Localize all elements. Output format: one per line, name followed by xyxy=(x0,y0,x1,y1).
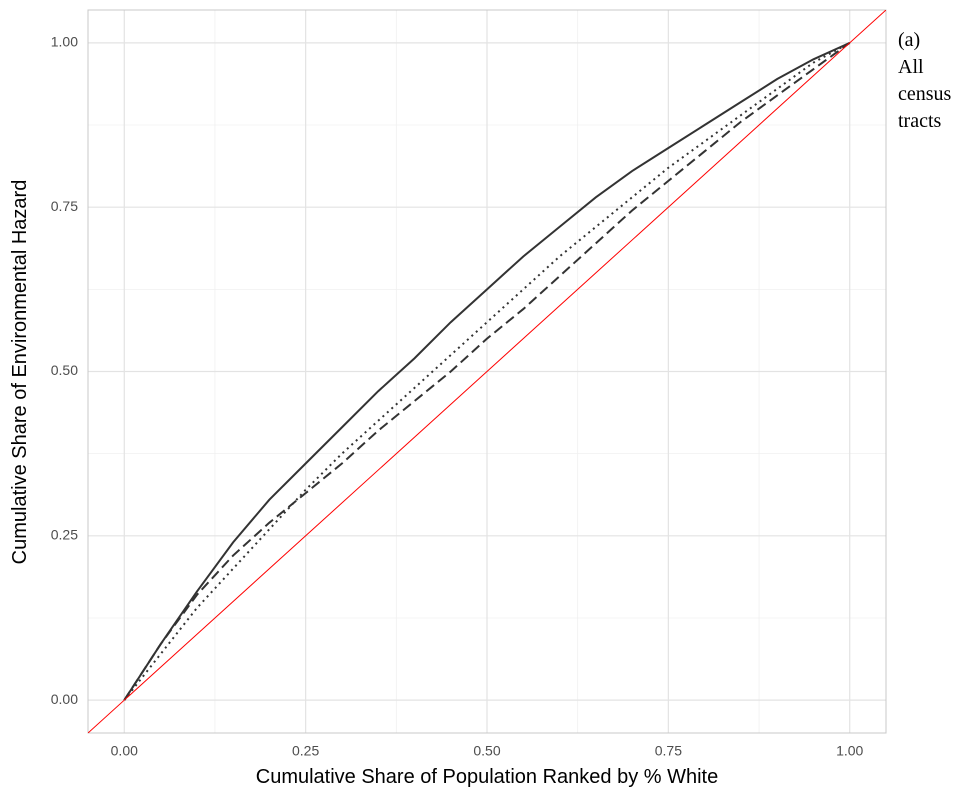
x-tick-label: 0.25 xyxy=(292,743,319,759)
x-axis-title: Cumulative Share of Population Ranked by… xyxy=(256,766,718,788)
y-tick-label: 0.00 xyxy=(51,691,78,707)
panel-border xyxy=(87,9,887,734)
reference-line xyxy=(88,10,886,733)
annotation: All xyxy=(898,56,924,78)
y-tick-label: 1.00 xyxy=(51,34,78,50)
annotation: tracts xyxy=(898,110,942,132)
y-tick-label: 0.50 xyxy=(51,362,78,378)
y-tick-label: 0.75 xyxy=(51,198,78,214)
annotation: (a) xyxy=(898,29,920,51)
x-tick-label: 1.00 xyxy=(836,743,863,759)
y-axis-title: Cumulative Share of Environmental Hazard xyxy=(9,180,31,565)
y-tick-label: 0.25 xyxy=(51,527,78,543)
annotation: census xyxy=(898,83,952,105)
line-series xyxy=(123,41,851,701)
x-tick-label: 0.00 xyxy=(111,743,138,759)
x-tick-label: 0.50 xyxy=(473,743,500,759)
line-series xyxy=(123,42,851,701)
x-tick-label: 0.75 xyxy=(655,743,682,759)
